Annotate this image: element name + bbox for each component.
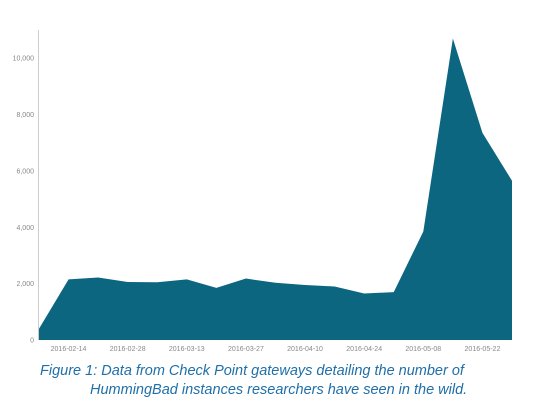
x-axis-ticks: 2016-02-14 2016-02-28 2016-03-13 2016-03-27… — [51, 346, 501, 353]
x-tick-label: 2016-02-28 — [110, 346, 146, 353]
x-tick-label: 2016-04-10 — [287, 346, 323, 353]
y-tick-label: 6,000 — [16, 168, 34, 175]
x-tick-label: 2016-03-27 — [228, 346, 264, 353]
x-tick-label: 2016-05-22 — [465, 346, 501, 353]
y-tick-label: 2,000 — [16, 281, 34, 288]
y-tick-label: 10,000 — [13, 56, 35, 63]
caption-line-2: HummingBad instances researchers have se… — [90, 382, 468, 398]
figure-caption: Figure 1: Data from Check Point gateways… — [40, 362, 520, 400]
x-tick-label: 2016-05-08 — [405, 346, 441, 353]
series-area-layer — [39, 38, 512, 340]
y-tick-label: 8,000 — [16, 112, 34, 119]
x-tick-label: 2016-02-14 — [51, 346, 87, 353]
y-axis-ticks: 0 2,000 4,000 6,000 8,000 10,000 — [13, 56, 35, 345]
y-tick-label: 0 — [30, 338, 34, 345]
y-tick-label: 4,000 — [16, 225, 34, 232]
series-area — [39, 38, 512, 340]
x-tick-label: 2016-04-24 — [346, 346, 382, 353]
caption-line-1: Figure 1: Data from Check Point gateways… — [40, 363, 464, 379]
x-tick-label: 2016-03-13 — [169, 346, 205, 353]
